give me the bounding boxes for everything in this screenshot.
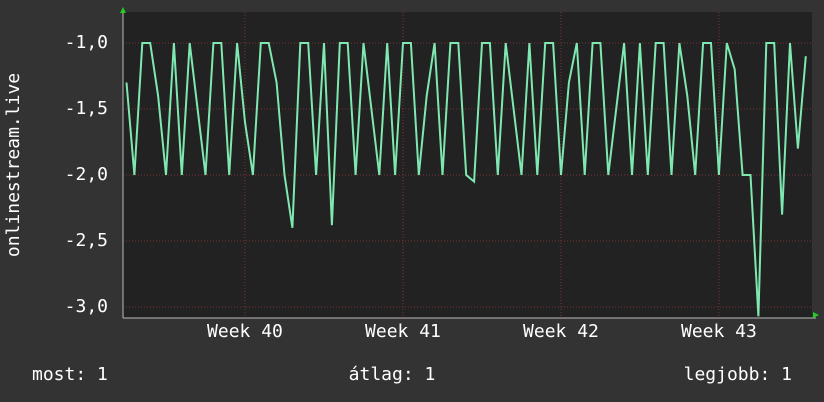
x-tick-label: Week 43 [681,321,757,342]
x-tick-label: Week 41 [365,321,441,342]
x-tick-label: Week 42 [523,321,599,342]
summary-best: legjobb: 1 [684,364,792,385]
plot-area [123,12,812,318]
y-tick-label: -2,5 [65,230,108,251]
y-tick-label: -3,0 [65,296,108,317]
axis-arrow [120,7,126,13]
summary-current: most: 1 [32,364,108,385]
marks [125,42,807,317]
y-tick-label: -1,5 [65,98,108,119]
summary-average: átlag: 1 [349,364,436,385]
axis-arrow [813,312,819,318]
y-axis-label: onlinestream.live [3,73,24,257]
x-tick-label: Week 40 [207,321,283,342]
y-tick-label: -1,0 [65,32,108,53]
data-line [125,42,807,317]
y-tick-label: -2,0 [65,164,108,185]
